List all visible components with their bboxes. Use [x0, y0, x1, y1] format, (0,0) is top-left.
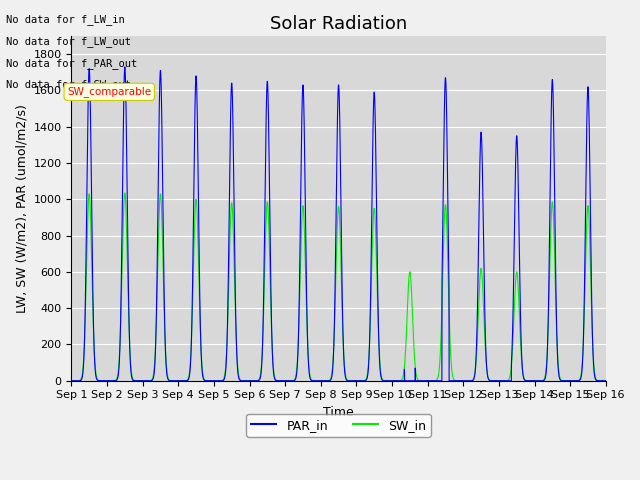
PAR_in — [600, 378, 608, 384]
SW_in — [488, 378, 496, 384]
PAR_in — [412, 378, 420, 384]
PAR_in — [121, 64, 129, 70]
Y-axis label: LW, SW (W/m2), PAR (umol/m2/s): LW, SW (W/m2), PAR (umol/m2/s) — [15, 104, 28, 313]
SW_in — [182, 378, 189, 384]
SW_in — [600, 378, 608, 384]
SW_in — [412, 372, 420, 377]
Line: SW_in: SW_in — [72, 193, 605, 381]
Text: SW_comparable: SW_comparable — [67, 86, 151, 97]
SW_in — [268, 325, 275, 331]
Text: No data for f_SW_out: No data for f_SW_out — [6, 79, 131, 90]
Text: No data for f_LW_in: No data for f_LW_in — [6, 14, 125, 25]
PAR_in — [268, 319, 275, 325]
Line: PAR_in: PAR_in — [72, 67, 605, 381]
Title: Solar Radiation: Solar Radiation — [270, 15, 407, 33]
SW_in — [176, 378, 184, 384]
Text: No data for f_LW_out: No data for f_LW_out — [6, 36, 131, 47]
SW_in — [68, 378, 76, 384]
Legend: PAR_in, SW_in: PAR_in, SW_in — [246, 414, 431, 436]
PAR_in — [488, 378, 496, 384]
X-axis label: Time: Time — [323, 406, 354, 419]
PAR_in — [176, 378, 184, 384]
SW_in — [602, 378, 609, 384]
PAR_in — [602, 378, 609, 384]
SW_in — [121, 190, 129, 196]
Text: No data for f_PAR_out: No data for f_PAR_out — [6, 58, 138, 69]
PAR_in — [182, 378, 189, 384]
PAR_in — [68, 378, 76, 384]
